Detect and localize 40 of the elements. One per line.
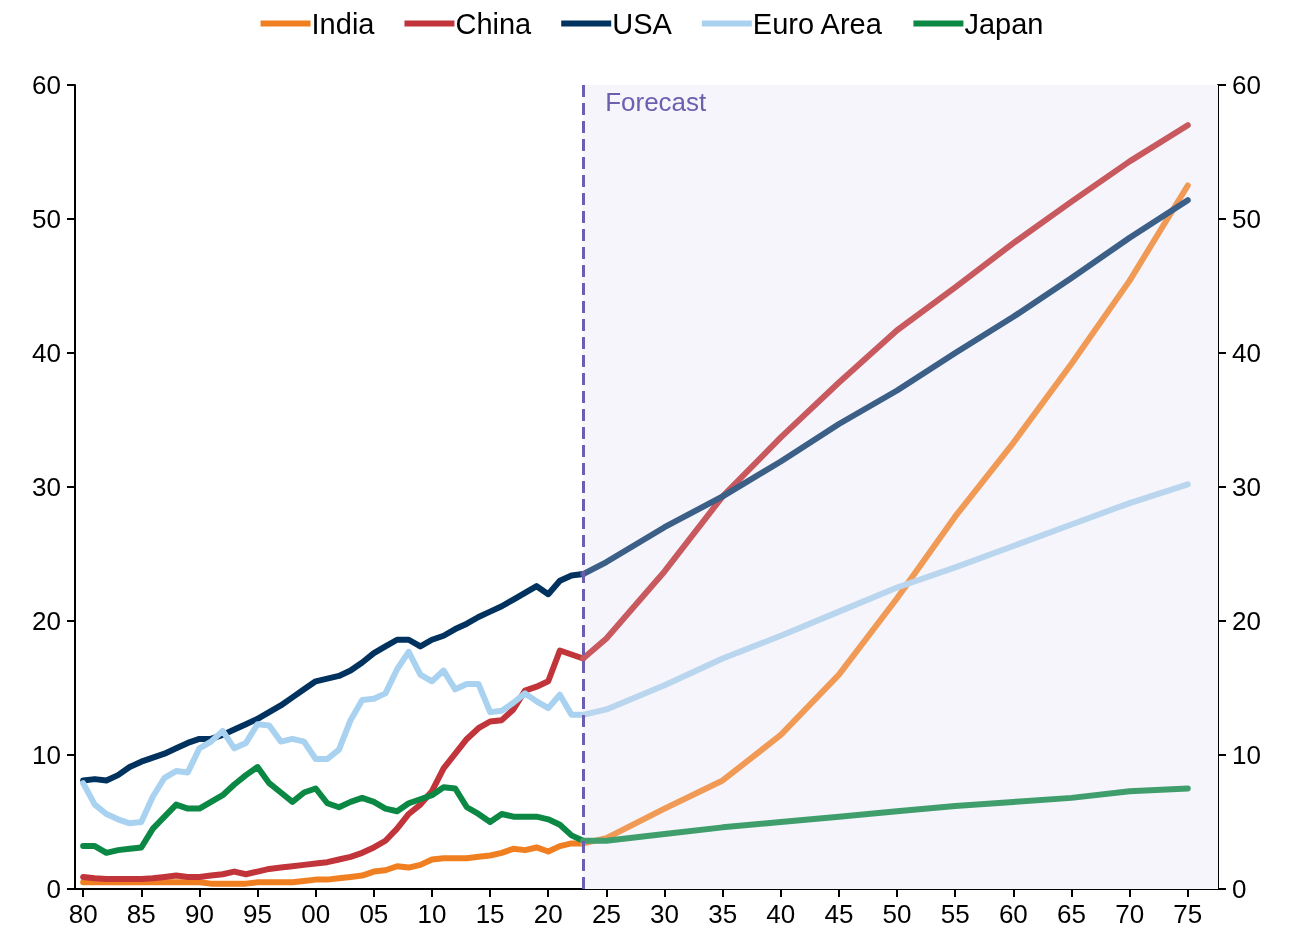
y-tick-label: 0	[46, 874, 61, 904]
legend-label: Japan	[964, 7, 1044, 40]
x-tick-label: 15	[475, 899, 505, 929]
x-tick-label: 75	[1173, 899, 1203, 929]
x-tick-label: 65	[1057, 899, 1086, 929]
y-tick-label: 20	[32, 606, 61, 636]
y2-tick-label: 20	[1232, 606, 1261, 636]
y2-tick-label: 40	[1232, 338, 1261, 368]
y2-tick-label: 60	[1232, 70, 1261, 100]
legend-label: Euro Area	[752, 7, 883, 40]
legend-label: USA	[612, 7, 673, 40]
x-tick-label: 45	[824, 899, 854, 929]
y-tick-label: 50	[32, 204, 61, 234]
x-tick-label: 35	[708, 899, 738, 929]
y2-tick-label: 10	[1232, 740, 1261, 770]
y-tick-label: 40	[32, 338, 61, 368]
legend-label: India	[311, 7, 376, 40]
y-tick-label: 10	[32, 740, 61, 770]
legend-label: China	[455, 7, 533, 40]
x-tick-label: 30	[650, 899, 679, 929]
x-tick-label: 55	[940, 899, 970, 929]
ref-line-label: Forecast	[605, 87, 708, 117]
x-tick-label: 25	[591, 899, 621, 929]
y-tick-label: 30	[32, 472, 61, 502]
x-tick-label: 60	[998, 899, 1028, 929]
x-tick-label: 05	[359, 899, 389, 929]
x-tick-label: 70	[1115, 899, 1145, 929]
x-tick-label: 00	[301, 899, 331, 929]
x-tick-label: 85	[126, 899, 156, 929]
x-tick-label: 10	[417, 899, 447, 929]
y2-tick-label: 50	[1232, 204, 1261, 234]
x-tick-label: 80	[68, 899, 98, 929]
y2-tick-label: 30	[1232, 472, 1261, 502]
x-tick-label: 40	[766, 899, 796, 929]
x-tick-label: 20	[533, 899, 563, 929]
x-tick-label: 50	[882, 899, 912, 929]
y-tick-label: 60	[32, 70, 61, 100]
y2-tick-label: 0	[1232, 874, 1247, 904]
x-tick-label: 95	[243, 899, 273, 929]
x-tick-label: 90	[184, 899, 214, 929]
